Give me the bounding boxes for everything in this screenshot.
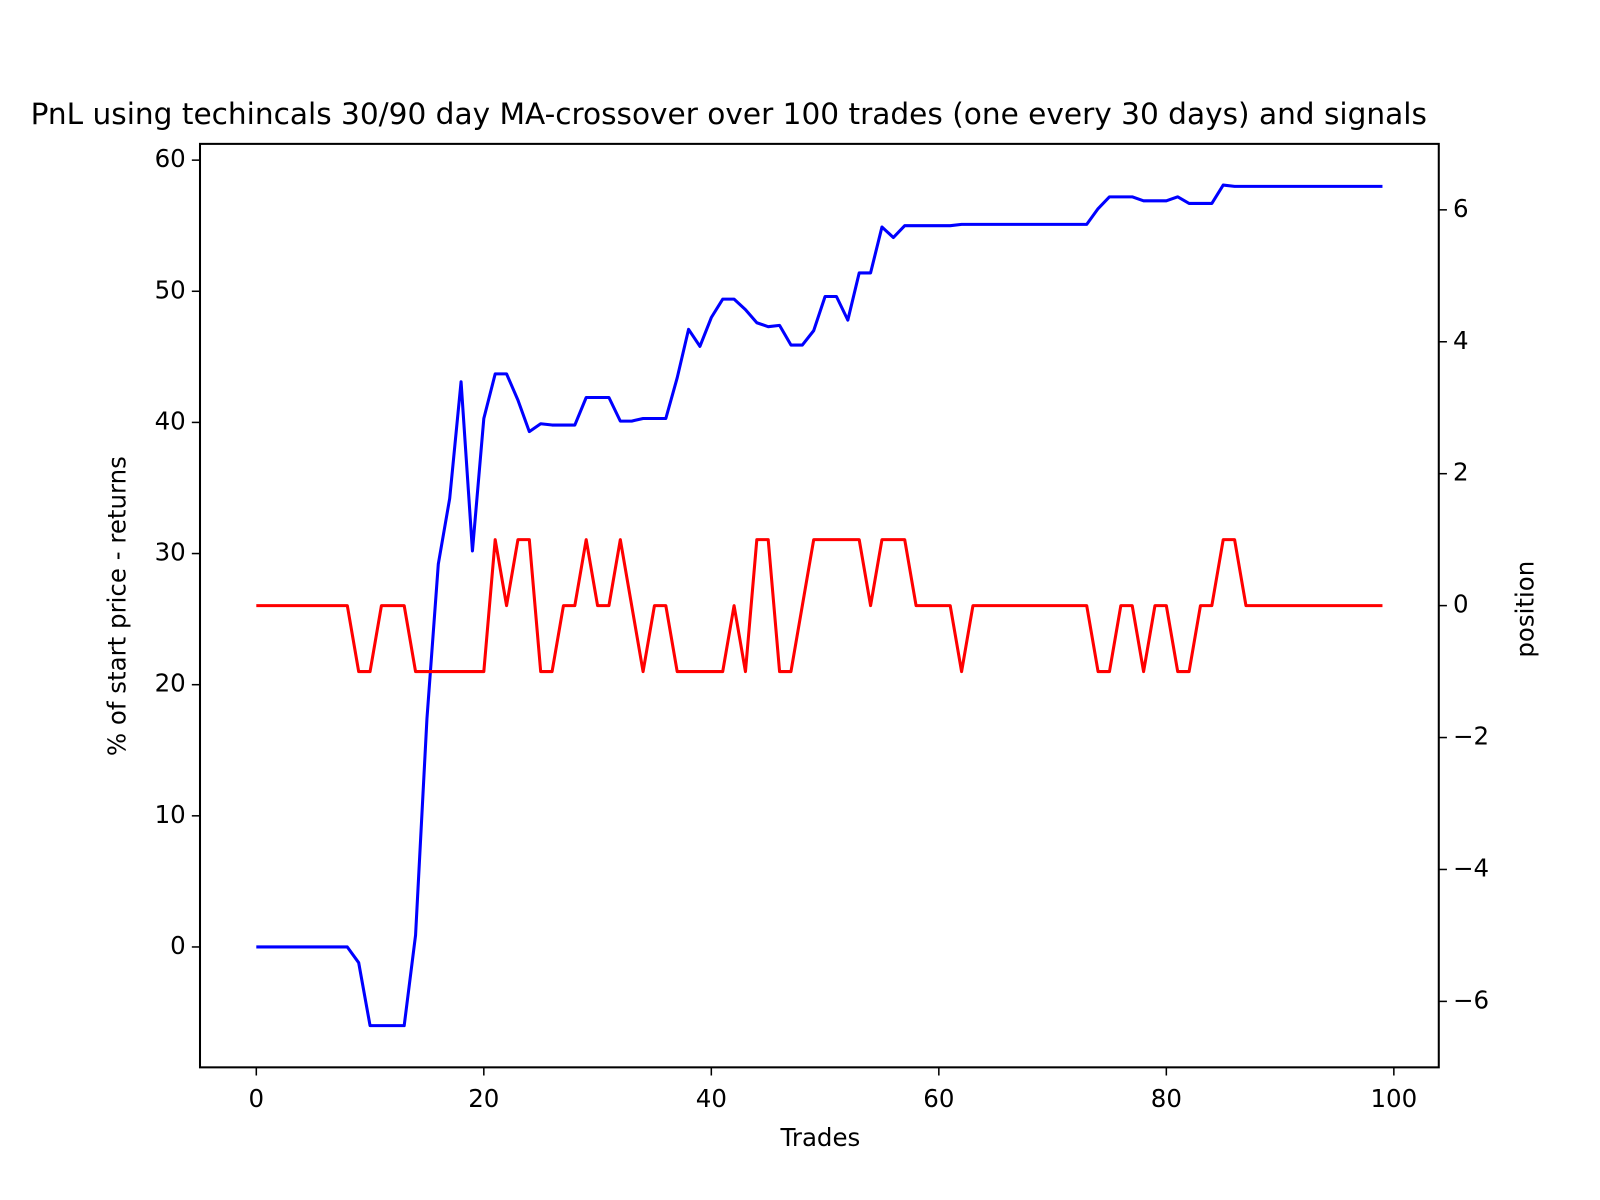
x-tick-label: 0 [249, 1084, 265, 1113]
y2-tick-label: 4 [1453, 326, 1469, 355]
x-axis-label: Trades [780, 1123, 861, 1152]
plot-frame [198, 142, 1440, 1069]
y-tick-label: 20 [155, 669, 186, 698]
y-tick-label: 10 [155, 800, 186, 829]
y2-tick-label: −6 [1453, 985, 1489, 1014]
y-tick-label: 0 [170, 931, 186, 960]
x-tick-label: 40 [696, 1084, 727, 1113]
y2-axis-label: position [1511, 561, 1540, 658]
series-line [256, 183, 1383, 1028]
y2-tick-label: 6 [1453, 194, 1469, 223]
chart-title: PnL using techincals 30/90 day MA-crosso… [31, 97, 1427, 131]
y-axis-label: % of start price - returns [102, 456, 131, 756]
y2-tick-label: 0 [1453, 590, 1469, 619]
y-tick-label: 60 [155, 144, 186, 173]
y2-tick-label: −4 [1453, 853, 1489, 882]
y-tick-label: 40 [155, 406, 186, 435]
y-tick-label: 50 [155, 275, 186, 304]
y-tick-label: 30 [155, 538, 186, 567]
y2-tick-label: −2 [1453, 722, 1489, 751]
x-tick-label: 80 [1151, 1084, 1182, 1113]
x-tick-label: 100 [1370, 1084, 1417, 1113]
x-tick-label: 20 [468, 1084, 499, 1113]
y2-tick-label: 2 [1453, 458, 1469, 487]
series-line [256, 538, 1383, 674]
x-tick-label: 60 [923, 1084, 954, 1113]
